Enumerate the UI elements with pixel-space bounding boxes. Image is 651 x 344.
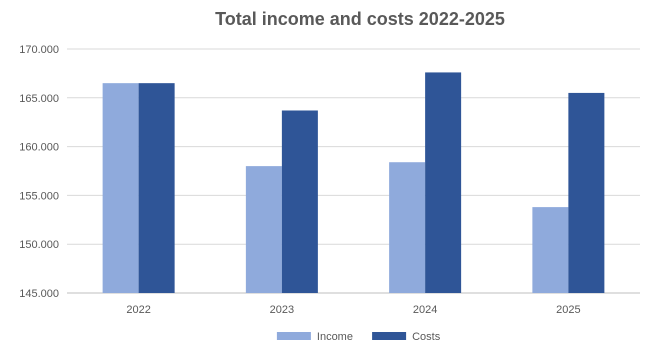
x-tick-label: 2022	[126, 304, 150, 316]
legend-label-costs: Costs	[412, 331, 441, 343]
legend-swatch-costs	[372, 332, 407, 340]
legend: Income Costs	[276, 331, 441, 343]
chart-title: Total income and costs 2022-2025	[215, 9, 505, 29]
bar-income-2024	[389, 162, 426, 293]
y-tick-label: 150.000	[19, 239, 59, 251]
x-tick-label: 2024	[413, 304, 437, 316]
axes: 145.000 150.000 155.000 160.000 165.000 170.0…	[19, 44, 580, 316]
bars	[102, 72, 605, 293]
x-tick-label: 2025	[556, 304, 580, 316]
y-tick-label: 170.000	[19, 44, 59, 56]
bar-costs-2024	[425, 72, 462, 293]
y-tick-label: 145.000	[19, 288, 59, 300]
legend-swatch-income	[276, 332, 311, 340]
bar-income-2022	[102, 83, 139, 293]
x-tick-label: 2023	[270, 304, 294, 316]
bar-costs-2023	[281, 110, 318, 293]
y-tick-label: 165.000	[19, 93, 59, 105]
bar-income-2025	[532, 207, 569, 293]
bar-income-2023	[245, 166, 282, 293]
legend-label-income: Income	[317, 331, 353, 343]
y-tick-label: 155.000	[19, 190, 59, 202]
y-tick-label: 160.000	[19, 142, 59, 154]
bar-costs-2025	[568, 92, 605, 293]
bar-costs-2022	[138, 83, 175, 293]
